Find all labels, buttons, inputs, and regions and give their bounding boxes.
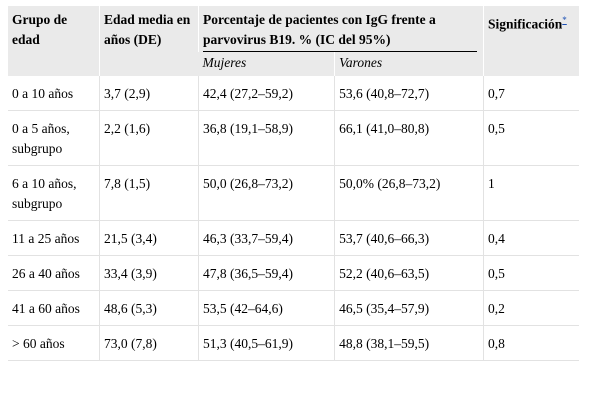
header-age-group: Grupo de edad [8,6,100,76]
cell-women: 42,4 (27,2–59,2) [197,76,335,111]
header-significance-label: Significación [488,16,563,32]
cell-mean-age: 7,8 (1,5) [99,165,199,221]
table-row: 11 a 25 años 21,5 (3,4) 46,3 (33,7–59,4)… [8,220,579,256]
cell-men: 52,2 (40,6–63,5) [334,255,484,291]
table-header: Grupo de edad Edad media en años (DE) Po… [8,6,579,76]
significance-footnote-link[interactable]: * [562,15,567,25]
header-mean-age: Edad media en años (DE) [99,6,199,76]
table-row: 41 a 60 años 48,6 (5,3) 53,5 (42–64,6) 4… [8,290,579,326]
cell-men: 48,8 (38,1–59,5) [334,325,484,361]
cell-age-group: 0 a 10 años [8,76,100,111]
cell-significance: 0,7 [483,76,579,111]
cell-women: 51,3 (40,5–61,9) [197,325,335,361]
cell-women: 46,3 (33,7–59,4) [197,220,335,256]
header-significance: Significación* [483,6,579,76]
cell-significance: 0,4 [483,220,579,256]
cell-mean-age: 48,6 (5,3) [99,290,199,326]
cell-women: 47,8 (36,5–59,4) [197,255,335,291]
header-percentage-rule [203,51,477,52]
header-percentage: Porcentaje de pacientes con IgG frente a… [198,6,484,52]
table-row: 0 a 10 años 3,7 (2,9) 42,4 (27,2–59,2) 5… [8,76,579,111]
results-table: Grupo de edad Edad media en años (DE) Po… [8,6,579,361]
cell-age-group: 11 a 25 años [8,220,100,256]
cell-mean-age: 2,2 (1,6) [99,110,199,166]
header-men: Varones [334,52,484,76]
cell-men: 50,0% (26,8–73,2) [334,165,484,221]
cell-men: 53,6 (40,8–72,7) [334,76,484,111]
cell-mean-age: 21,5 (3,4) [99,220,199,256]
cell-women: 36,8 (19,1–58,9) [197,110,335,166]
cell-women: 53,5 (42–64,6) [197,290,335,326]
cell-women: 50,0 (26,8–73,2) [197,165,335,221]
table-row: > 60 años 73,0 (7,8) 51,3 (40,5–61,9) 48… [8,325,579,361]
cell-men: 46,5 (35,4–57,9) [334,290,484,326]
table-body: 0 a 10 años 3,7 (2,9) 42,4 (27,2–59,2) 5… [8,76,579,361]
cell-mean-age: 3,7 (2,9) [99,76,199,111]
cell-mean-age: 73,0 (7,8) [99,325,199,361]
header-women: Mujeres [198,52,335,76]
header-percentage-label: Porcentaje de pacientes con IgG frente a… [203,12,436,47]
cell-significance: 0,5 [483,255,579,291]
table-row: 0 a 5 años, subgrupo 2,2 (1,6) 36,8 (19,… [8,110,579,166]
cell-age-group: 0 a 5 años, subgrupo [8,110,100,166]
table-row: 26 a 40 años 33,4 (3,9) 47,8 (36,5–59,4)… [8,255,579,291]
cell-men: 66,1 (41,0–80,8) [334,110,484,166]
cell-significance: 1 [483,165,579,221]
cell-significance: 0,8 [483,325,579,361]
cell-age-group: > 60 años [8,325,100,361]
cell-age-group: 6 a 10 años, subgrupo [8,165,100,221]
cell-age-group: 41 a 60 años [8,290,100,326]
cell-significance: 0,2 [483,290,579,326]
cell-men: 53,7 (40,6–66,3) [334,220,484,256]
cell-mean-age: 33,4 (3,9) [99,255,199,291]
table-row: 6 a 10 años, subgrupo 7,8 (1,5) 50,0 (26… [8,165,579,221]
cell-significance: 0,5 [483,110,579,166]
cell-age-group: 26 a 40 años [8,255,100,291]
